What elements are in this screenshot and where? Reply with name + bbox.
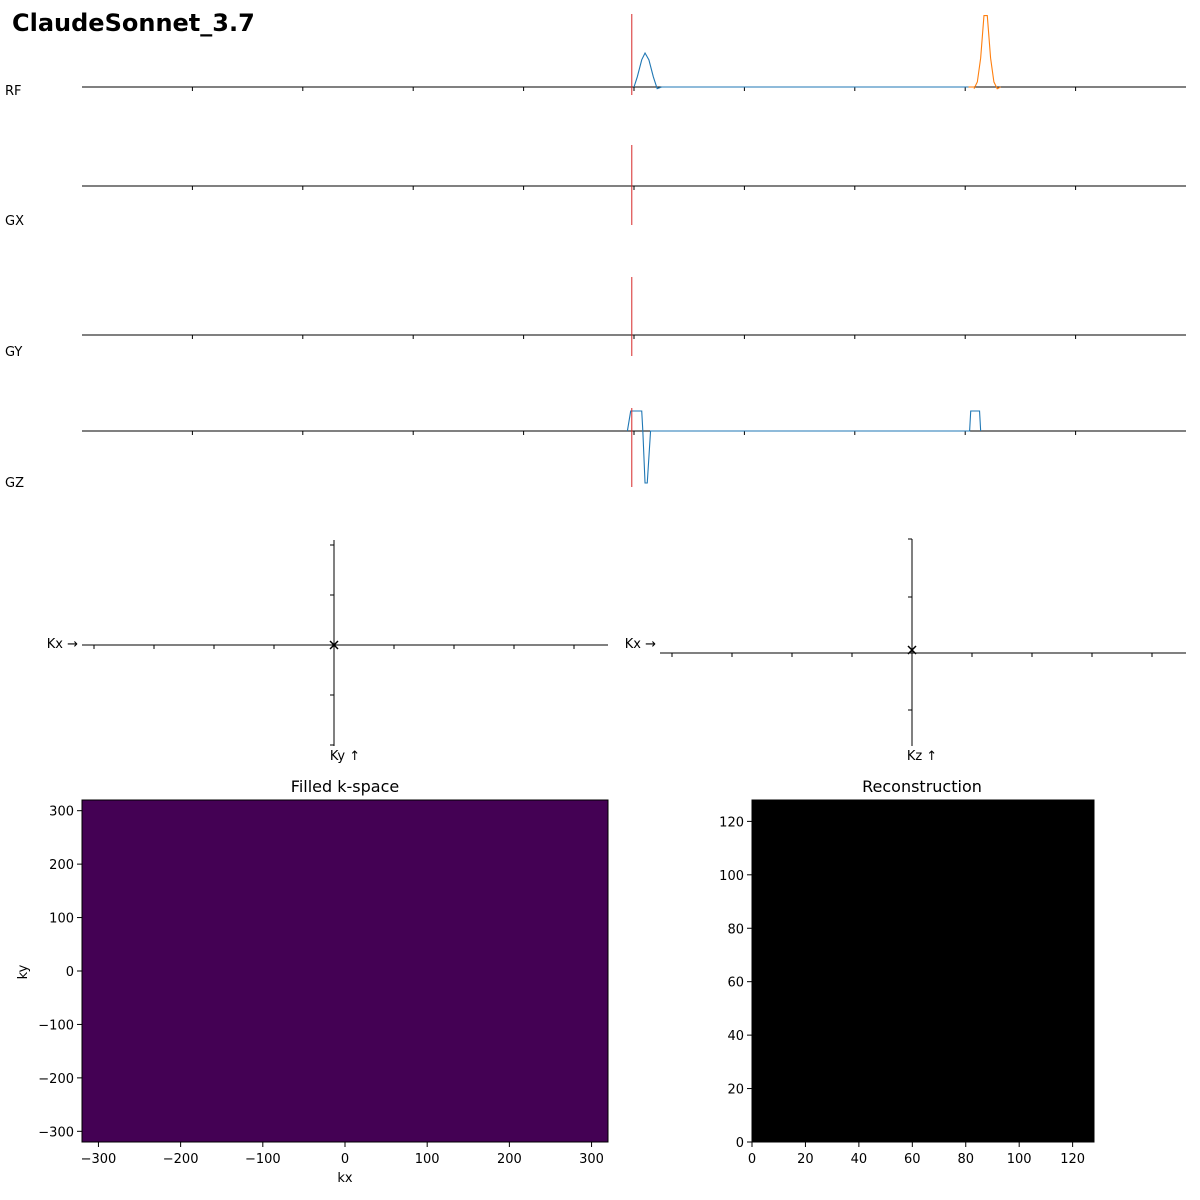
x-tick-label: −300: [81, 1152, 117, 1167]
y-tick-label: 20: [727, 1083, 744, 1098]
kx-axis-label: Kx →: [47, 637, 78, 652]
x-tick-label: 40: [851, 1152, 868, 1167]
waveform-series: [633, 51, 662, 90]
y-tick-label: 200: [49, 858, 74, 873]
y-tick-label: −200: [38, 1072, 74, 1087]
trajectory-point: [329, 640, 339, 650]
x-tick-label: 300: [579, 1152, 604, 1167]
kz-axis-label: Kz ↑: [907, 749, 937, 764]
y-tick-label: 100: [49, 912, 74, 927]
y-tick-label: 80: [727, 922, 744, 937]
kspace-xy-panel: Kx → Ky ↑: [47, 540, 608, 764]
channel-label-rf: RF: [5, 84, 22, 99]
kx-axis-label: Kx →: [625, 637, 656, 652]
x-tick-label: 20: [797, 1152, 814, 1167]
x-tick-label: 100: [1007, 1152, 1032, 1167]
kspace-xz-panel: Kx → Kz ↑: [625, 538, 1186, 764]
y-tick-label: 0: [66, 965, 74, 980]
y-tick-label: 300: [49, 805, 74, 820]
x-tick-label: 80: [957, 1152, 974, 1167]
filled-kspace-title: Filled k-space: [291, 777, 399, 796]
sequence-channel-gx: [82, 145, 1186, 225]
y-tick-label: 100: [719, 869, 744, 884]
kspace-heatmap-image: [81, 799, 609, 1143]
ky-axis-label: Ky ↑: [330, 749, 360, 764]
reconstruction-chart: Reconstruction 0 20 40 60 80 100 120 120 100 80 60…: [719, 777, 1095, 1167]
y-tick-label: 0: [736, 1136, 744, 1151]
y-tick-label: 120: [719, 815, 744, 830]
y-tick-label: −300: [38, 1125, 74, 1140]
reconstruction-image: [751, 799, 1095, 1143]
filled-kspace-chart: Filled k-space kx ky −300 −200 −100 0 100 200…: [16, 777, 609, 1186]
channel-label-gy: GY: [5, 345, 22, 360]
waveform-series: [626, 410, 982, 484]
waveform-series: [973, 15, 1001, 90]
channel-label-gz: GZ: [5, 476, 24, 491]
figure-title: ClaudeSonnet_3.7: [12, 9, 255, 37]
x-tick-label: −200: [163, 1152, 199, 1167]
y-tick-label: 60: [727, 976, 744, 991]
x-tick-label: 100: [415, 1152, 440, 1167]
sequence-channel-gz: [82, 408, 1186, 487]
channel-label-gx: GX: [5, 214, 24, 229]
sequence-channel-rf: [82, 14, 1186, 95]
kspace-y-label: ky: [16, 964, 31, 979]
reconstruction-title: Reconstruction: [862, 777, 982, 796]
sequence-channel-gy: [82, 277, 1186, 356]
x-tick-label: −100: [245, 1152, 281, 1167]
x-tick-label: 0: [748, 1152, 756, 1167]
x-tick-label: 120: [1060, 1152, 1085, 1167]
x-tick-label: 0: [341, 1152, 349, 1167]
trajectory-point: [907, 645, 917, 655]
x-tick-label: 200: [497, 1152, 522, 1167]
y-tick-label: −100: [38, 1018, 74, 1033]
y-tick-label: 40: [727, 1029, 744, 1044]
kspace-x-label: kx: [337, 1171, 353, 1186]
x-tick-label: 60: [904, 1152, 921, 1167]
